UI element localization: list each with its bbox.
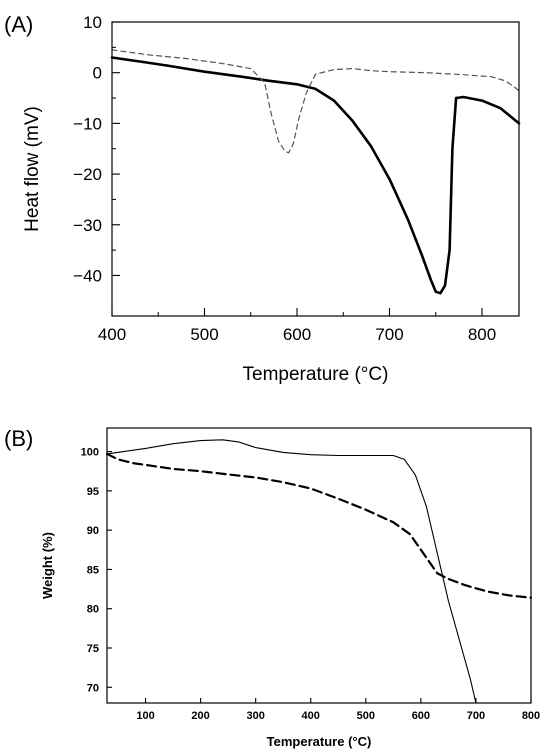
y-tick-label: −10 — [73, 114, 102, 133]
y-tick-label: −30 — [73, 216, 102, 235]
x-tick-label: 300 — [246, 710, 264, 722]
panel-a-series — [110, 49, 521, 295]
panel-b-chart: (B) 100 200 300 400 500 600 700 800 100 95 90 85 80 7… — [4, 426, 540, 749]
series-line-solid — [106, 439, 477, 704]
x-tick-label: 800 — [468, 325, 496, 344]
panel-b-x-axis-label: Temperature (°C) — [267, 734, 372, 749]
x-tick-label: 200 — [191, 710, 209, 722]
y-tick-label: 70 — [87, 682, 99, 694]
panel-a-y-axis-label: Heat flow (mV) — [22, 106, 43, 232]
y-tick-label: 0 — [93, 64, 102, 83]
panel-b-label: (B) — [4, 426, 33, 451]
x-tick-label: 400 — [302, 710, 320, 722]
x-tick-label: 800 — [522, 710, 540, 722]
panel-b-frame — [106, 427, 532, 704]
series-line-dashed — [111, 49, 520, 154]
y-tick-label: 85 — [87, 564, 99, 576]
panel-a-x-axis-label: Temperature (°C) — [243, 364, 389, 385]
y-tick-label: −20 — [73, 165, 102, 184]
y-tick-label: 75 — [87, 643, 99, 655]
panel-a-frame — [111, 21, 520, 317]
x-tick-label: 500 — [357, 710, 375, 722]
panel-b-series — [105, 439, 533, 704]
panel-a-label: (A) — [4, 12, 33, 37]
y-tick-label: 80 — [87, 604, 99, 616]
y-tick-label: 95 — [87, 486, 99, 498]
x-tick-label: 600 — [412, 710, 430, 722]
panel-b-tick-labels: 100 200 300 400 500 600 700 800 100 95 90 85 80 75 70 — [81, 447, 541, 722]
y-tick-label: 90 — [87, 525, 99, 537]
series-line-dashed — [105, 452, 533, 599]
x-tick-label: 400 — [98, 325, 126, 344]
panel-a-tick-labels: 400 500 600 700 800 10 0 −10 −20 −30 −40 — [73, 13, 496, 344]
x-tick-label: 100 — [136, 710, 154, 722]
x-tick-label: 600 — [283, 325, 311, 344]
y-tick-label: −40 — [73, 266, 102, 285]
series-line-solid — [110, 56, 521, 295]
y-tick-label: 100 — [81, 447, 99, 459]
panel-a-chart: (A) 400 500 600 700 800 10 0 −10 −20 −30 −40 Tempe… — [4, 12, 521, 385]
x-tick-label: 700 — [467, 710, 485, 722]
x-tick-label: 500 — [190, 325, 218, 344]
x-tick-label: 700 — [375, 325, 403, 344]
panel-b-y-axis-label: Weight (%) — [40, 532, 55, 599]
y-tick-label: 10 — [83, 13, 102, 32]
panel-b-ticks — [107, 451, 532, 703]
